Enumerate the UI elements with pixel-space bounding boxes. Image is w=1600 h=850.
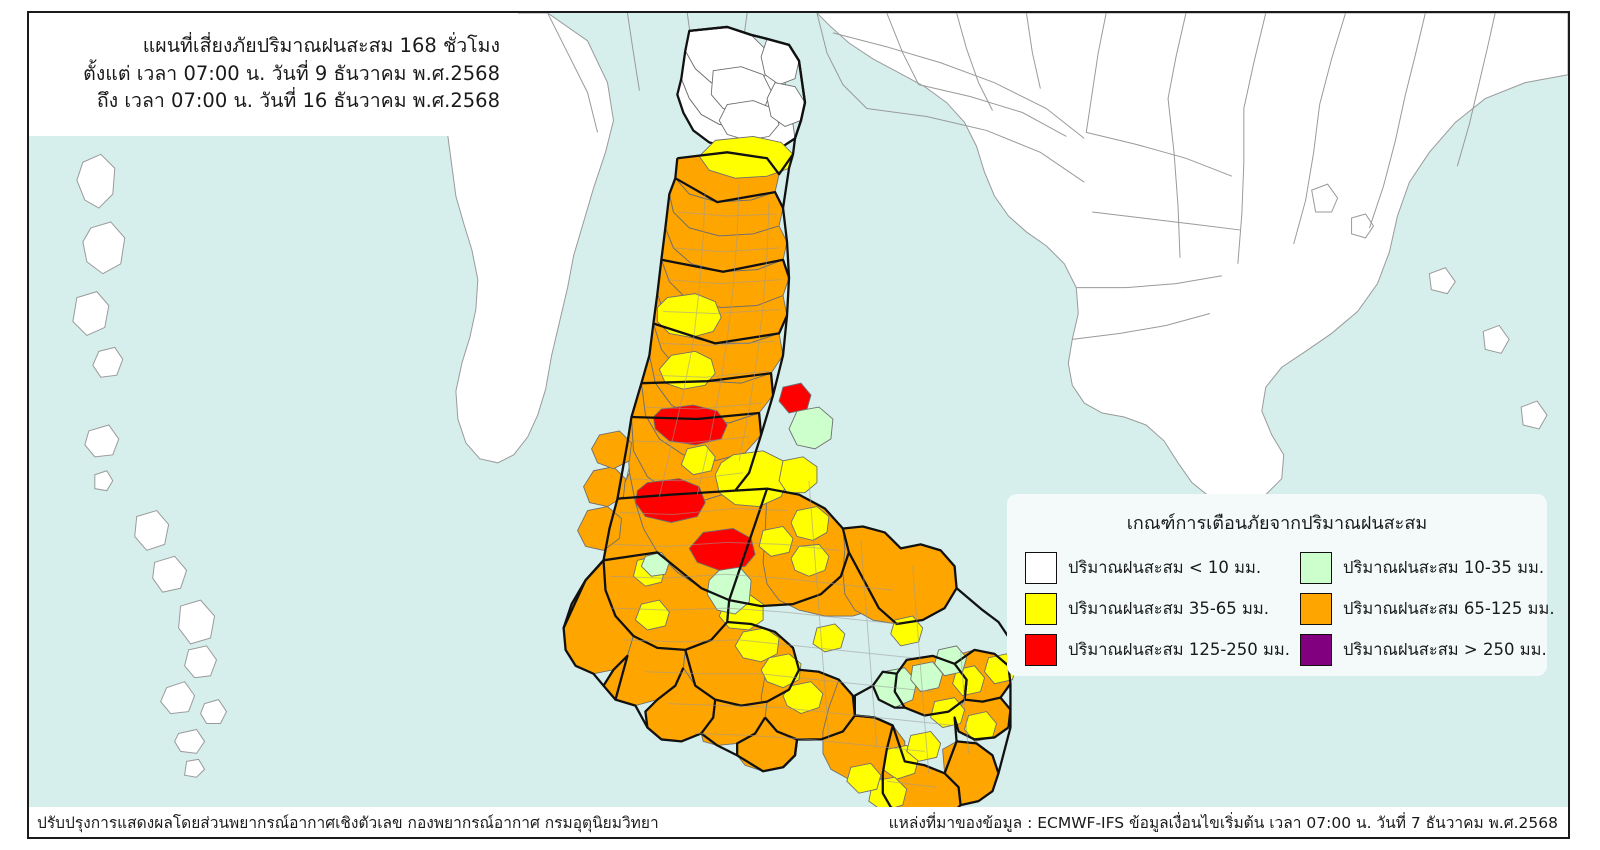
title-line-1: แผนที่เสี่ยงภัยปริมาณฝนสะสม 168 ชั่วโมง [142,33,500,57]
legend-item-125-250: ปริมาณฝนสะสม 125-250 มม. [1025,629,1290,670]
province-boundaries [562,25,1012,823]
district-boundaries [609,184,970,788]
legend-label-lt10: ปริมาณฝนสะสม < 10 มม. [1068,557,1262,577]
legend-item-35-65: ปริมาณฝนสะสม 35-65 มม. [1025,588,1290,629]
legend-item-10-35: ปริมาณฝนสะสม 10-35 มม. [1300,547,1555,588]
title-line-3: ถึง เวลา 07:00 น. วันที่ 16 ธันวาคม พ.ศ.… [96,89,500,113]
legend-title: เกณฑ์การเตือนภัยจากปริมาณฝนสะสม [1126,513,1428,534]
map-title-card: แผนที่เสี่ยงภัยปริมาณฝนสะสม 168 ชั่วโมง … [29,13,518,136]
legend-item-lt10: ปริมาณฝนสะสม < 10 มม. [1025,547,1290,588]
legend-swatch-65-125 [1300,592,1333,625]
title-line-2: ตั้งแต่ เวลา 07:00 น. วันที่ 9 ธันวาคม พ… [83,61,500,85]
rainfall-risk-map: .sea { fill:#d6efec; } .land { fill:#fff… [29,13,1568,827]
footer-bar: ปรับปรุงการแสดงผลโดยส่วนพยากรณ์อากาศเชิง… [27,807,1570,839]
risk-band-125-250 [634,382,812,571]
legend-swatch-35-65 [1025,592,1057,625]
legend-label-35-65: ปริมาณฝนสะสม 35-65 มม. [1068,598,1270,618]
legend-label-10-35: ปริมาณฝนสะสม 10-35 มม. [1343,557,1545,577]
legend-grid: ปริมาณฝนสะสม < 10 มม. ปริมาณฝนสะสม 10-35… [1025,547,1555,670]
footer-credit-left: ปรับปรุงการแสดงผลโดยส่วนพยากรณ์อากาศเชิง… [37,813,659,832]
legend-swatch-lt10 [1025,551,1057,584]
legend-item-gt250: ปริมาณฝนสะสม > 250 มม. [1300,629,1555,670]
legend-swatch-125-250 [1025,633,1057,666]
legend-panel: เกณฑ์การเตือนภัยจากปริมาณฝนสะสม ปริมาณฝน… [1007,494,1555,676]
legend-label-125-250: ปริมาณฝนสะสม 125-250 มม. [1068,639,1291,659]
map-frame: .sea { fill:#d6efec; } .land { fill:#fff… [27,11,1570,829]
footer-source-right: แหล่งที่มาของข้อมูล : ECMWF-IFS ข้อมูลเง… [888,813,1558,832]
legend-swatch-10-35 [1300,551,1333,584]
legend-label-65-125: ปริมาณฝนสะสม 65-125 มม. [1343,598,1555,618]
legend-item-65-125: ปริมาณฝนสะสม 65-125 มม. [1300,588,1555,629]
legend-swatch-gt250 [1300,633,1333,666]
legend-label-gt250: ปริมาณฝนสะสม > 250 มม. [1343,639,1547,659]
